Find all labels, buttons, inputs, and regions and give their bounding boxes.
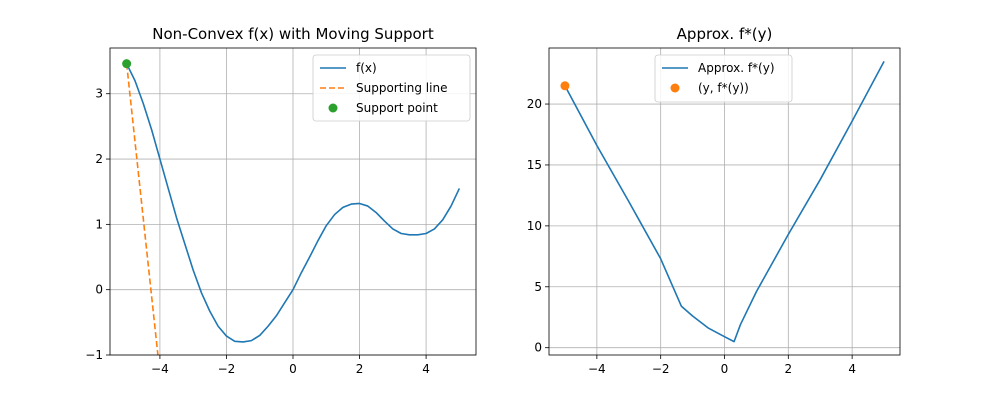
- legend-label: (y, f*(y)): [698, 81, 749, 95]
- y-tick-label: 3: [95, 87, 103, 101]
- legend-marker: [328, 103, 338, 113]
- legend-label: Approx. f*(y): [698, 61, 775, 75]
- x-tick-label: 0: [289, 362, 297, 376]
- y-tick-label: 2: [95, 152, 103, 166]
- y-tick-label: 0: [534, 341, 542, 355]
- series-point: [560, 81, 570, 91]
- chart-panel-1: −4 −2 0 2 4 −1 0 1 2 3 Non-Convex f(x) with Moving…: [85, 25, 477, 376]
- y-tick-label: −1: [85, 348, 103, 362]
- legend-box: [654, 54, 793, 103]
- legend-marker: [670, 83, 680, 93]
- x-tick-label: −4: [151, 362, 169, 376]
- series-line-1: [564, 61, 885, 343]
- x-tick-label: 4: [848, 362, 856, 376]
- legend-box: [312, 54, 471, 122]
- chart-title: Non-Convex f(x) with Moving Support: [152, 25, 434, 43]
- series-line-1: [125, 63, 461, 343]
- y-tick-label: 15: [527, 158, 542, 172]
- y-tick-label: 5: [534, 280, 542, 294]
- x-tick-label: −2: [652, 362, 670, 376]
- series-point: [122, 59, 132, 69]
- chart-title: Approx. f*(y): [677, 25, 773, 43]
- legend: f(x) Supporting line Support point: [312, 54, 471, 122]
- legend-label: Supporting line: [356, 81, 447, 95]
- legend: Approx. f*(y) (y, f*(y)): [654, 54, 793, 103]
- y-tick-label: 1: [95, 217, 103, 231]
- legend-label: Support point: [356, 101, 438, 115]
- x-tick-label: 2: [784, 362, 792, 376]
- series-line-2: [125, 63, 159, 355]
- x-tick-label: 0: [721, 362, 729, 376]
- x-tick-label: 4: [422, 362, 430, 376]
- x-tick-label: −2: [218, 362, 236, 376]
- y-tick-label: 0: [95, 283, 103, 297]
- y-tick-label: 10: [527, 219, 542, 233]
- x-tick-label: −4: [588, 362, 606, 376]
- legend-label: f(x): [356, 61, 377, 75]
- y-tick-label: 20: [527, 97, 542, 111]
- x-tick-label: 2: [356, 362, 364, 376]
